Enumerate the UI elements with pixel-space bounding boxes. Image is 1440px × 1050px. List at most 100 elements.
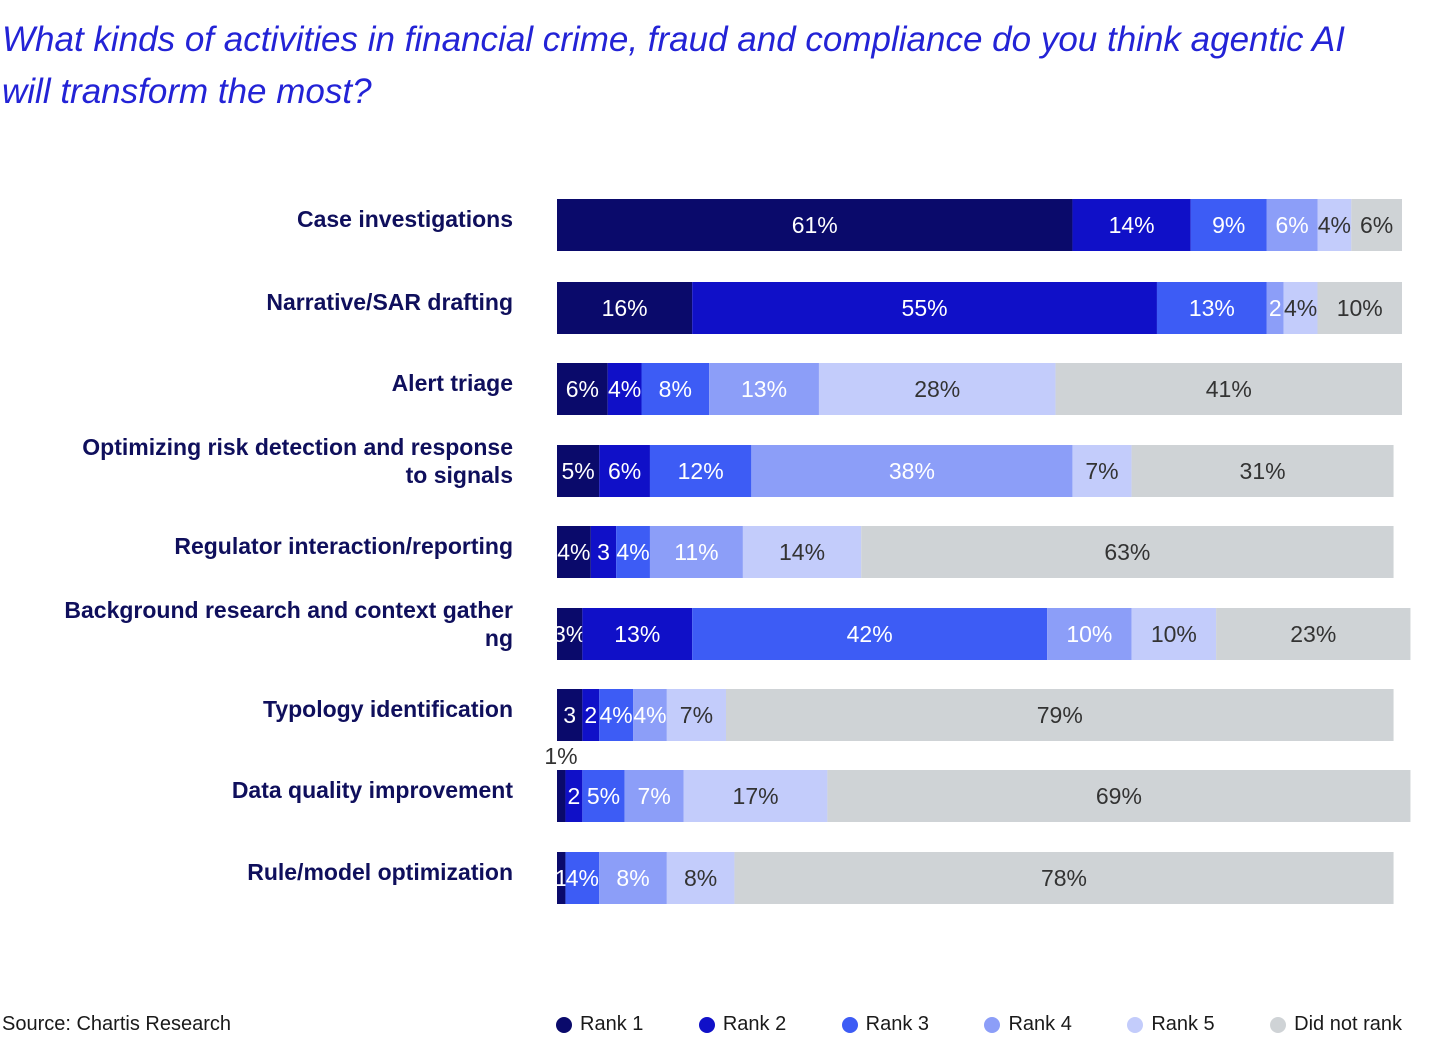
bar-label-data-quality-improvement-rank-2: 2 — [568, 783, 581, 809]
bar-label-data-quality-improvement-rank-4: 7% — [638, 783, 671, 809]
bar-label-alert-triage-rank-2: 4% — [608, 376, 641, 402]
legend-item-rank-3: Rank 3 — [841, 1013, 930, 1036]
bar-label-background-research-and-context-gathering-did-not-rank: 23% — [1290, 621, 1336, 647]
legend-label-did-not-rank: Did not rank — [1294, 1013, 1402, 1035]
bar-label-typology-identification-did-not-rank: 79% — [1037, 702, 1083, 728]
bar-segment-optimizing-risk-detection-and-response-to-signals-rank-3 — [649, 445, 752, 497]
bar-label-case-investigations-rank-2: 14% — [1109, 212, 1155, 238]
legend-label-rank-2: Rank 2 — [722, 1013, 787, 1035]
bar-label-optimizing-risk-detection-and-response-to-signals-rank-5: 7% — [1085, 458, 1118, 484]
bar-segment-case-investigations-rank-3 — [1190, 199, 1267, 251]
bar-segment-alert-triage-rank-2 — [607, 363, 642, 415]
bar-segment-regulator-interaction-reporting-did-not-rank — [861, 526, 1394, 578]
bar-segment-case-investigations-rank-4 — [1266, 199, 1318, 251]
bar-label-regulator-interaction-reporting-did-not-rank: 63% — [1104, 539, 1150, 565]
bar-segment-background-research-and-context-gathering-rank-3 — [692, 608, 1048, 660]
category-label-alert-triage: Alert triage — [392, 370, 513, 396]
bar-segment-data-quality-improvement-rank-2 — [565, 770, 583, 822]
bar-segment-background-research-and-context-gathering-rank-5 — [1131, 608, 1217, 660]
bar-label-background-research-and-context-gathering-rank-2: 13% — [614, 621, 660, 647]
legend-swatch-rank-4 — [984, 1016, 1001, 1033]
legend-swatch-rank-1 — [556, 1016, 572, 1033]
bar-segment-regulator-interaction-reporting-rank-5 — [742, 526, 862, 578]
legend-item-rank-2: Rank 2 — [698, 1013, 787, 1036]
bar-label-narrative-sar-drafting-rank-3: 13% — [1189, 295, 1235, 321]
bar-label-typology-identification-rank-5: 7% — [680, 702, 713, 728]
bar-label-alert-triage-did-not-rank: 41% — [1206, 376, 1252, 402]
bar-segment-narrative-sar-drafting-rank-4 — [1266, 282, 1284, 334]
bar-segment-rule-model-optimization-rank-5 — [666, 852, 735, 904]
bar-segment-narrative-sar-drafting-did-not-rank — [1317, 282, 1402, 334]
category-label-background-research-and-context-gathering-line1: Background research and context gather — [64, 597, 513, 623]
bar-segment-rule-model-optimization-rank-3 — [565, 852, 600, 904]
bar-label-optimizing-risk-detection-and-response-to-signals-did-not-rank: 31% — [1240, 458, 1286, 484]
bar-label-regulator-interaction-reporting-rank-5: 14% — [779, 539, 825, 565]
bar-label-regulator-interaction-reporting-rank-2: 3 — [597, 539, 610, 565]
bar-label-rule-model-optimization-rank-3: 4% — [566, 865, 599, 891]
bar-segment-optimizing-risk-detection-and-response-to-signals-did-not-rank — [1131, 445, 1394, 497]
bar-label-background-research-and-context-gathering-rank-1: 3% — [553, 621, 586, 647]
bar-label-typology-identification-rank-2: 2 — [584, 702, 597, 728]
bar-label-rule-model-optimization-rank-4: 8% — [616, 865, 649, 891]
bar-label-background-research-and-context-gathering-rank-5: 10% — [1151, 621, 1197, 647]
legend-label-rank-1: Rank 1 — [580, 1013, 644, 1035]
stacked-bar-chart: Case investigations 61% 14% 9% 6% 4% 6%Narrati… — [64, 199, 1411, 904]
legend-label-rank-3: Rank 3 — [865, 1013, 930, 1035]
bar-segment-data-quality-improvement-did-not-rank — [827, 770, 1411, 822]
bar-segment-typology-identification-rank-2 — [582, 689, 600, 741]
bar-segment-typology-identification-rank-1 — [557, 689, 583, 741]
bar-label-data-quality-improvement-did-not-rank: 69% — [1096, 783, 1142, 809]
legend-item-rank-1: Rank 1 — [556, 1013, 643, 1036]
bar-segment-data-quality-improvement-rank-3 — [582, 770, 625, 822]
bar-label-case-investigations-rank-4: 6% — [1276, 212, 1309, 238]
bar-segment-case-investigations-did-not-rank — [1351, 199, 1402, 251]
category-label-narrative-sar-drafting: Narrative/SAR drafting — [266, 289, 513, 315]
bar-segment-typology-identification-rank-4 — [633, 689, 667, 741]
bar-label-rule-model-optimization-rank-5: 8% — [684, 865, 717, 891]
bar-segment-narrative-sar-drafting-rank-5 — [1283, 282, 1318, 334]
category-label-rule-model-optimization: Rule/model optimization — [247, 859, 513, 885]
bar-segment-alert-triage-rank-1 — [557, 363, 608, 415]
legend-swatch-rank-3 — [841, 1016, 858, 1033]
bar-label-background-research-and-context-gathering-rank-4: 10% — [1066, 621, 1112, 647]
bar-label-narrative-sar-drafting-rank-1: 16% — [602, 295, 648, 321]
category-label-optimizing-risk-detection-and-response-to-signals-line2: to signals — [406, 462, 513, 488]
legend-swatch-did-not-rank — [1270, 1016, 1287, 1033]
bar-label-optimizing-risk-detection-and-response-to-signals-rank-4: 38% — [889, 458, 935, 484]
chart-title: What kinds of activities in financial cr… — [2, 20, 1345, 111]
bar-segment-regulator-interaction-reporting-rank-2 — [590, 526, 617, 578]
bar-segment-typology-identification-rank-3 — [599, 689, 634, 741]
bar-label-case-investigations-rank-5: 4% — [1318, 212, 1351, 238]
bar-label-alert-triage-rank-1: 6% — [566, 376, 599, 402]
bar-segment-optimizing-risk-detection-and-response-to-signals-rank-4 — [751, 445, 1073, 497]
legend-swatch-rank-2 — [698, 1016, 715, 1033]
bar-segment-regulator-interaction-reporting-rank-1 — [557, 526, 591, 578]
bar-label-optimizing-risk-detection-and-response-to-signals-rank-1: 5% — [562, 458, 595, 484]
category-label-typology-identification: Typology identification — [263, 696, 513, 722]
legend-item-did-not-rank: Did not rank — [1270, 1013, 1402, 1036]
bar-segment-data-quality-improvement-rank-5 — [683, 770, 828, 822]
bar-segment-optimizing-risk-detection-and-response-to-signals-rank-2 — [599, 445, 650, 497]
bar-label-typology-identification-rank-4: 4% — [633, 702, 666, 728]
bar-label-alert-triage-rank-3: 8% — [659, 376, 692, 402]
bar-label-background-research-and-context-gathering-rank-3: 42% — [847, 621, 893, 647]
category-label-regulator-interaction-reporting: Regulator interaction/reporting — [174, 533, 513, 559]
bar-label-rule-model-optimization-did-not-rank: 78% — [1041, 865, 1087, 891]
bar-label-case-investigations-rank-3: 9% — [1212, 212, 1245, 238]
bar-segment-background-research-and-context-gathering-rank-1 — [557, 608, 583, 660]
bar-segment-rule-model-optimization-rank-1 — [557, 852, 566, 904]
bar-segment-typology-identification-rank-5 — [666, 689, 726, 741]
legend-swatch-rank-5 — [1127, 1016, 1144, 1033]
bar-label-narrative-sar-drafting-rank-4: 2 — [1269, 295, 1282, 321]
bar-label-regulator-interaction-reporting-rank-4: 11% — [674, 539, 718, 565]
category-label-case-investigations: Case investigations — [297, 206, 513, 232]
legend-item-rank-5: Rank 5 — [1127, 1013, 1215, 1036]
bar-segment-alert-triage-rank-3 — [641, 363, 710, 415]
bar-segment-data-quality-improvement-rank-1 — [557, 770, 566, 822]
bar-segment-rule-model-optimization-did-not-rank — [734, 852, 1394, 904]
bar-label-alert-triage-rank-4: 13% — [741, 376, 787, 402]
bar-segment-rule-model-optimization-rank-4 — [599, 852, 667, 904]
bar-segment-optimizing-risk-detection-and-response-to-signals-rank-1 — [557, 445, 600, 497]
bar-segment-case-investigations-rank-1 — [557, 199, 1073, 251]
bar-label-data-quality-improvement-rank-3: 5% — [587, 783, 620, 809]
